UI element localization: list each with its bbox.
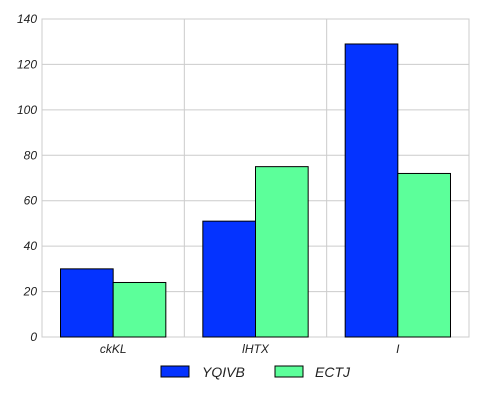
- y-tick-label: 80: [24, 148, 38, 162]
- x-tick-label: I: [396, 342, 400, 356]
- y-tick-label: 100: [17, 103, 37, 117]
- bar-ECTJ-I: [397, 172, 451, 338]
- y-tick-label: 140: [17, 12, 37, 26]
- y-tick-label: 120: [17, 57, 37, 71]
- bar-YQIVB-lHTX: [202, 220, 257, 338]
- y-tick-label: 40: [24, 239, 38, 253]
- x-tick-label: ckKL: [100, 342, 127, 356]
- legend-label: ECTJ: [315, 364, 351, 380]
- y-tick-label: 20: [23, 285, 38, 299]
- legend-swatch-YQIVB: [160, 365, 190, 378]
- legend-label: YQIVB: [202, 364, 245, 380]
- bar-YQIVB-ckKL: [60, 268, 114, 338]
- bar-ECTJ-lHTX: [255, 166, 309, 338]
- legend: YQIVB ECTJ: [160, 364, 351, 380]
- bars: [60, 43, 451, 338]
- x-axis: ckKL lHTX I: [100, 342, 400, 356]
- x-tick-label: lHTX: [242, 342, 270, 356]
- bar-ECTJ-ckKL: [112, 281, 167, 338]
- y-axis: 0 20 40 60 80 100 120 140: [17, 12, 37, 344]
- legend-swatch-ECTJ: [274, 365, 304, 378]
- y-tick-label: 0: [30, 330, 37, 344]
- y-tick-label: 60: [24, 194, 38, 208]
- bar-YQIVB-I: [344, 43, 399, 338]
